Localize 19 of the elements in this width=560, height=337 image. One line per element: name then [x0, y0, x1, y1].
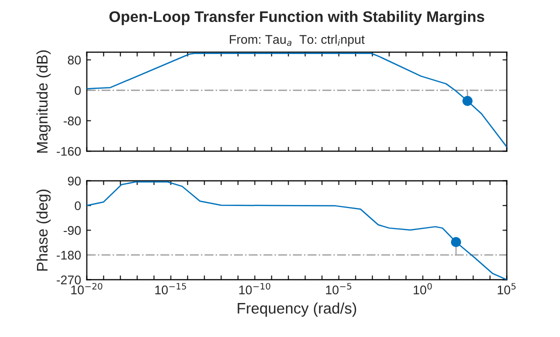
y-tick-label: -80 — [64, 116, 81, 126]
y-tick-label: -90 — [64, 226, 81, 235]
y-tick-label: 80 — [68, 56, 81, 64]
x-tick-label: 10$^{−5}$ — [326, 283, 352, 294]
y-tick-label: -270 — [56, 276, 81, 284]
x-axis-title: Frequency (rad/s) — [238, 302, 356, 317]
x-tick-label: 10$^{0}$ — [414, 282, 432, 294]
x-tick-label: 10$^{5}$ — [498, 283, 516, 294]
y-tick-label: 90 — [68, 176, 81, 186]
x-tick-label: 10$^{−10}$ — [239, 282, 270, 294]
y-axis-title: Phase (deg) — [36, 190, 51, 271]
x-tick-label: 10$^{−15}$ — [155, 283, 186, 294]
y-tick-label: 0 — [74, 86, 81, 95]
y-tick-label: 0 — [74, 201, 81, 210]
chart-subtitle: From: Tau$_{a}$ To: ctrl$_{i}$nput — [230, 34, 365, 46]
chart-title: Open-Loop Transfer Function with Stability Margins — [109, 10, 484, 26]
y-axis-title: Magnitude (dB) — [36, 50, 51, 153]
y-tick-label: -180 — [56, 250, 81, 260]
y-tick-label: -160 — [56, 146, 81, 156]
